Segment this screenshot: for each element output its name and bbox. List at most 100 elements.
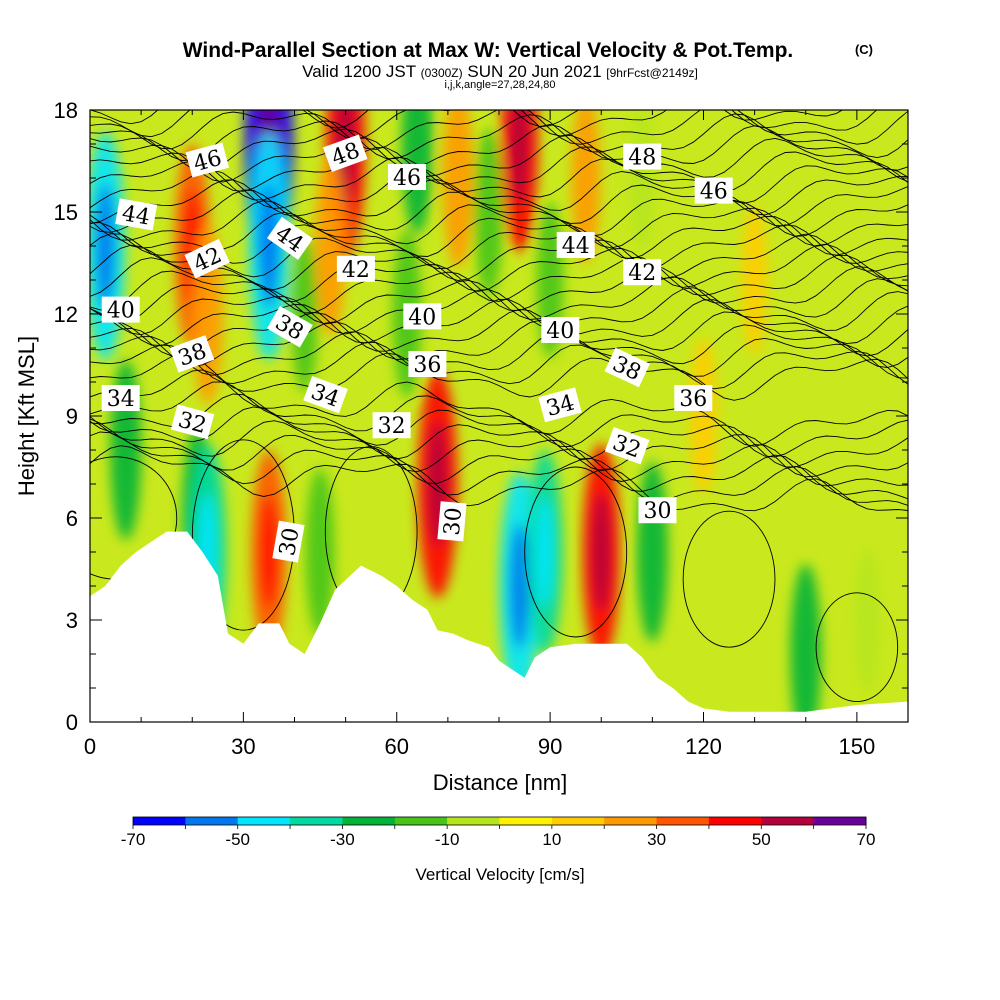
colorbar-bin-1 (185, 817, 239, 825)
isentrope-line-27 (90, 146, 908, 192)
colorbar-bin-6 (447, 817, 500, 825)
contour-label-box-18 (674, 385, 713, 411)
isentrope-line-23 (90, 189, 908, 237)
velocity-core-9 (260, 495, 278, 609)
y-tick-label-4: 12 (54, 302, 78, 327)
colorbar-tick-label-3: -10 (435, 830, 460, 849)
contour-label-text-10: 42 (628, 261, 656, 286)
contour-label-box-1 (322, 134, 368, 172)
contour-label-text-13: 40 (546, 319, 574, 344)
contour-label-box-7 (556, 232, 595, 258)
colorbar-tick-label-7: 70 (857, 830, 876, 849)
isentrope-line-22 (90, 200, 908, 249)
plot-area (90, 110, 908, 722)
subtitle-valid: Valid 1200 JST (302, 62, 416, 81)
colorbar-bin-5 (394, 817, 448, 825)
y-tick-label-3: 9 (66, 404, 78, 429)
x-tick-label-4: 120 (685, 734, 722, 759)
contour-label-text-26: 30 (440, 506, 467, 536)
x-tick-label-5: 150 (839, 734, 876, 759)
contour-label-box-16 (604, 347, 650, 388)
isentrope-line-14 (90, 287, 908, 336)
contour-label-26: 30 (437, 501, 467, 542)
colorbar-bin-9 (604, 817, 658, 825)
x-tick-label-1: 30 (231, 734, 255, 759)
contour-label-box-9 (336, 255, 375, 282)
contour-label-box-6 (266, 216, 313, 260)
contour-label-text-3: 48 (628, 146, 656, 171)
low-contour-3 (524, 466, 628, 638)
contour-label-box-24 (604, 426, 650, 465)
contour-label-box-11 (101, 296, 140, 323)
contour-label-4: 46 (694, 177, 733, 205)
y-tick-label-1: 3 (66, 608, 78, 633)
isentrope-line-3 (90, 416, 908, 487)
contour-label-box-0 (185, 142, 230, 178)
isentrope-line-18 (90, 243, 908, 292)
isentrope-line-24 (90, 179, 908, 227)
colorbar-tick-label-0: -70 (121, 830, 146, 849)
chart-title-mark: (C) (855, 42, 873, 57)
low-contour-4 (682, 510, 776, 648)
isentrope-line-4 (90, 406, 908, 478)
contour-label-2: 46 (388, 164, 426, 191)
chart-title: Wind-Parallel Section at Max W: Vertical… (183, 39, 794, 62)
contour-label-10: 42 (623, 259, 662, 286)
contour-label-box-15 (169, 335, 215, 373)
velocity-cell-14 (401, 110, 433, 234)
colorbar-bin-2 (237, 817, 291, 825)
contour-label-box-13 (541, 317, 580, 343)
x-tick-label-3: 90 (538, 734, 562, 759)
contour-label-text-5: 44 (120, 201, 152, 230)
isentrope-line-25 (90, 167, 908, 216)
isentrope-line-12 (90, 308, 908, 357)
terrain-mask (90, 531, 908, 722)
contour-label-text-12: 40 (408, 305, 436, 330)
colorbar-tick-label-5: 30 (647, 830, 666, 849)
colorbar-bin-7 (499, 817, 553, 825)
contour-label-text-19: 34 (107, 387, 135, 412)
subtitle-forecast: [9hrFcst@2149z] (606, 66, 698, 80)
contour-label-box-27 (638, 497, 677, 524)
contour-label-19: 34 (101, 385, 140, 412)
contour-label-box-23 (372, 412, 411, 439)
x-tick-label-2: 60 (385, 734, 409, 759)
contour-label-text-11: 40 (107, 299, 135, 324)
contour-label-12: 40 (403, 303, 442, 330)
isentrope-line-10 (90, 331, 908, 379)
contour-label-box-22 (170, 404, 215, 440)
contour-label-box-20 (303, 375, 348, 414)
y-axis-title: Height [Kft MSL] (14, 336, 39, 496)
isentrope-line-5 (90, 393, 908, 468)
contour-label-3: 48 (623, 143, 662, 171)
contour-label-9: 42 (336, 255, 375, 283)
contour-label-box-25 (272, 520, 305, 563)
velocity-core-20 (536, 495, 554, 609)
velocity-cell-17 (474, 128, 504, 296)
isentrope-line-16 (90, 266, 908, 314)
colorbar-bin-12 (761, 817, 815, 825)
contour-label-5: 44 (115, 198, 158, 231)
contour-label-text-25: 30 (275, 526, 304, 558)
colorbar: -70 -50 -30 -10 10 30 50 70 (121, 816, 876, 849)
velocity-cell-29 (854, 548, 880, 692)
contour-label-11: 40 (101, 296, 140, 324)
contour-label-text-7: 44 (562, 234, 590, 259)
x-tick-label-0: 0 (84, 734, 96, 759)
velocity-core-18 (510, 110, 529, 204)
colorbar-tick-label-1: -50 (225, 830, 250, 849)
isentrope-line-2 (90, 418, 908, 500)
colorbar-tick-label-2: -30 (330, 830, 355, 849)
colorbar-title: Vertical Velocity [cm/s] (415, 865, 584, 884)
isentrope-line-21 (90, 211, 908, 260)
contour-label-7: 44 (556, 232, 595, 259)
isentrope-line-19 (90, 233, 908, 281)
contour-label-text-2: 46 (393, 166, 421, 191)
contour-label-text-17: 36 (413, 353, 441, 378)
isentrope-line-17 (90, 254, 908, 303)
velocity-cell-11 (314, 156, 346, 336)
contour-label-box-8 (184, 238, 230, 279)
isentrope-line-0 (90, 445, 908, 512)
contour-label-box-21 (538, 387, 582, 423)
